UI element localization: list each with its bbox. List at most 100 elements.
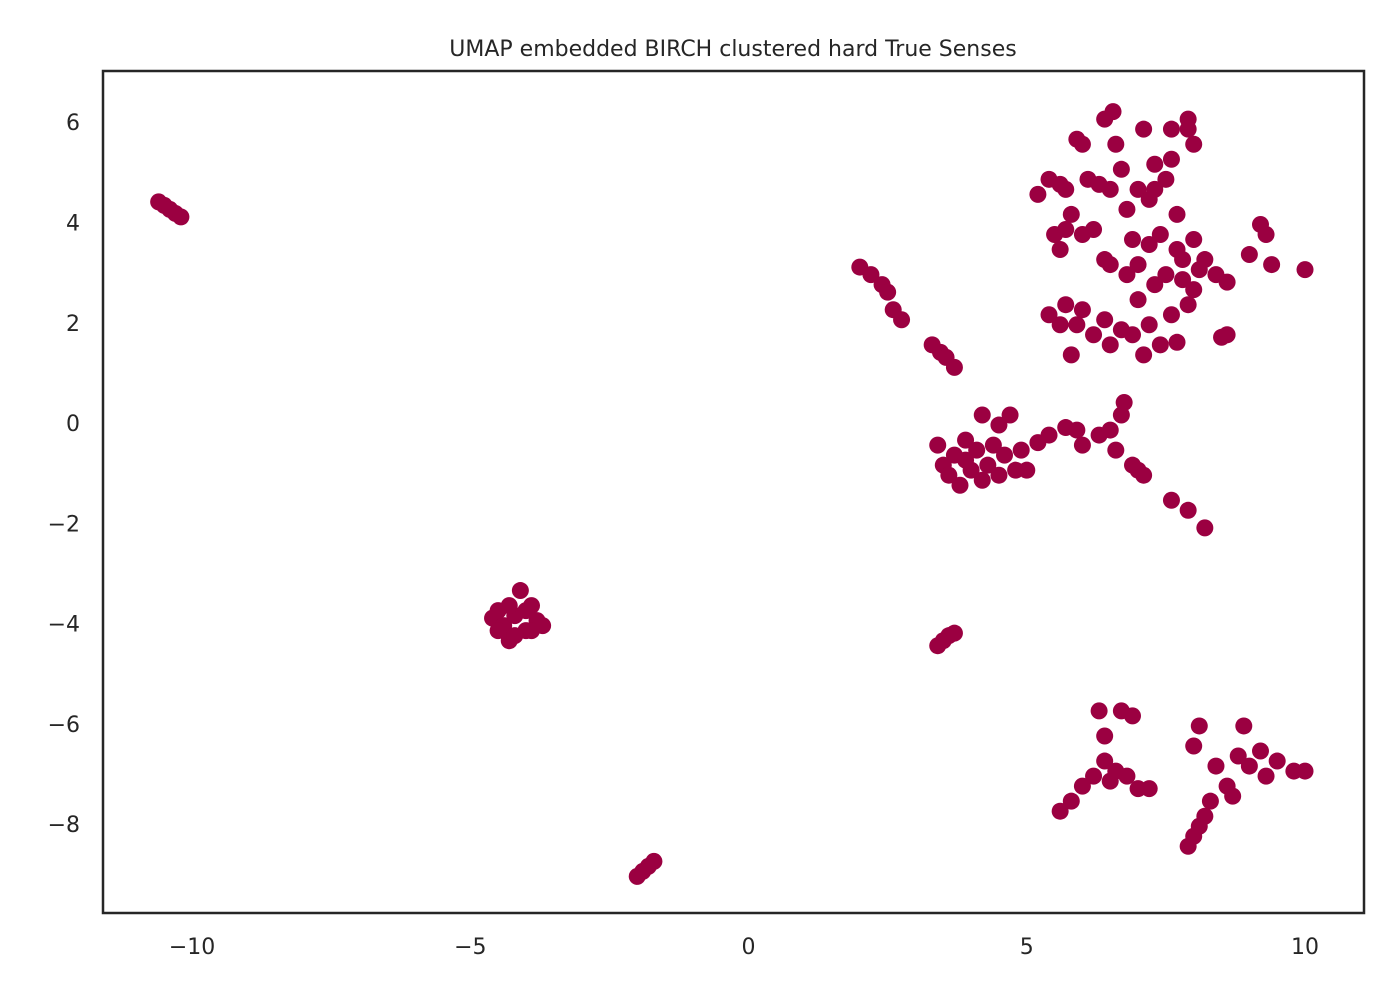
scatter-point: [1101, 256, 1119, 274]
scatter-point: [1190, 261, 1208, 279]
scatter-point: [1146, 155, 1164, 173]
scatter-point: [1073, 436, 1091, 454]
axes-frame: [101, 69, 1366, 915]
scatter-point: [1051, 316, 1069, 334]
scatter-point: [1068, 316, 1086, 334]
scatter-point: [1073, 777, 1091, 795]
scatter-point: [979, 456, 997, 474]
scatter-point: [1051, 175, 1069, 193]
scatter-point: [1112, 160, 1130, 178]
scatter-point: [1162, 491, 1180, 509]
scatter-point: [940, 466, 958, 484]
scatter-point: [1251, 742, 1269, 760]
scatter-point: [1235, 717, 1253, 735]
y-tick-label: 2: [66, 312, 80, 337]
scatter-point: [1185, 135, 1203, 153]
scatter-point: [1073, 135, 1091, 153]
scatter-point: [1157, 170, 1175, 188]
x-tick-label: −5: [454, 935, 486, 960]
scatter-point: [1196, 519, 1214, 537]
scatter-point: [984, 436, 1002, 454]
scatter-point: [1129, 291, 1147, 309]
scatter-point: [1179, 296, 1197, 314]
scatter-point: [1101, 421, 1119, 439]
y-tick-label: −8: [48, 813, 80, 838]
scatter-point: [1118, 767, 1136, 785]
scatter-point: [951, 476, 969, 494]
y-tick-label: 0: [66, 412, 80, 437]
scatter-point: [1162, 306, 1180, 324]
scatter-point: [1146, 180, 1164, 198]
scatter-point: [990, 466, 1008, 484]
scatter-point: [1012, 441, 1030, 459]
scatter-point: [957, 431, 975, 449]
scatter-point: [1157, 266, 1175, 284]
y-tick-label: 6: [66, 111, 80, 136]
chart-title: UMAP embedded BIRCH clustered hard True …: [449, 37, 1016, 62]
scatter-point: [1196, 807, 1214, 825]
scatter-point: [506, 627, 524, 645]
scatter-point: [1115, 393, 1133, 411]
y-tick-label: 4: [66, 211, 80, 236]
scatter-point: [1140, 316, 1158, 334]
scatter-point: [1085, 767, 1103, 785]
scatter-point: [1174, 271, 1192, 289]
scatter-point: [1101, 336, 1119, 354]
scatter-point: [1201, 792, 1219, 810]
scatter-point: [522, 622, 540, 640]
scatter-point: [500, 597, 518, 615]
x-tick-label: −10: [169, 935, 215, 960]
scatter-point: [1135, 466, 1153, 484]
scatter-point: [1129, 256, 1147, 274]
scatter-point: [172, 208, 190, 226]
x-tick-label: 10: [1291, 935, 1319, 960]
scatter-point: [996, 446, 1014, 464]
scatter-point: [1096, 752, 1114, 770]
scatter-point: [1162, 120, 1180, 138]
y-tick-label: −6: [48, 713, 80, 738]
scatter-point: [1040, 426, 1058, 444]
scatter-point: [1185, 281, 1203, 299]
scatter-point: [1296, 762, 1314, 780]
scatter-point: [1124, 231, 1142, 249]
scatter-point: [1190, 717, 1208, 735]
scatter-point: [1001, 406, 1019, 424]
scatter-point: [1179, 501, 1197, 519]
scatter-point: [1268, 752, 1286, 770]
scatter-point: [1135, 120, 1153, 138]
scatter-point: [957, 451, 975, 469]
scatter-point: [1096, 727, 1114, 745]
scatter-point: [1229, 747, 1247, 765]
scatter-point: [1207, 757, 1225, 775]
scatter-point: [1062, 346, 1080, 364]
scatter-point: [1073, 225, 1091, 243]
scatter-point: [511, 582, 529, 600]
scatter-point: [1240, 246, 1258, 264]
scatter-point: [1151, 225, 1169, 243]
scatter-point: [1051, 241, 1069, 259]
scatter-point: [945, 358, 963, 376]
scatter-point: [1257, 767, 1275, 785]
scatter-point: [1062, 792, 1080, 810]
scatter-point: [973, 406, 991, 424]
scatter-point: [990, 416, 1008, 434]
scatter-point: [1107, 135, 1125, 153]
scatter-point: [929, 436, 947, 454]
scatter-point: [1057, 220, 1075, 238]
scatter-point: [1218, 326, 1236, 344]
scatter-point: [1118, 200, 1136, 218]
scatter-point: [1129, 180, 1147, 198]
scatter-point: [1040, 306, 1058, 324]
scatter-point: [1124, 707, 1142, 725]
scatter-point: [862, 266, 880, 284]
scatter-point: [1185, 231, 1203, 249]
scatter-point: [1296, 261, 1314, 279]
x-tick-label: 5: [1020, 935, 1034, 960]
scatter-point: [1168, 241, 1186, 259]
scatter-point: [517, 602, 535, 620]
scatter-point: [1240, 757, 1258, 775]
scatter-point: [1185, 737, 1203, 755]
scatter-point: [1051, 802, 1069, 820]
